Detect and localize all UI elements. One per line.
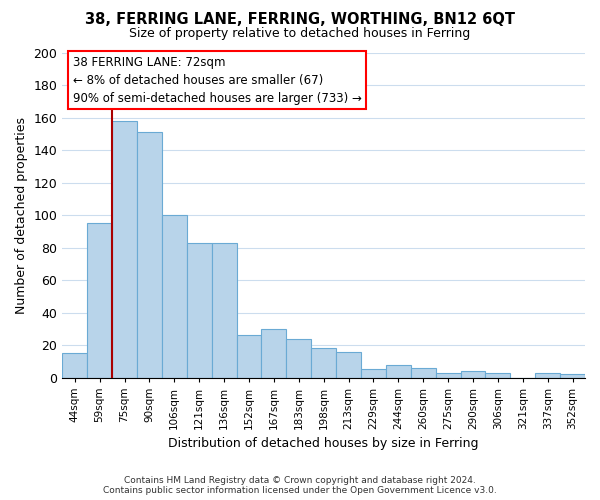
Bar <box>311 348 336 378</box>
Bar <box>535 372 560 378</box>
Text: 38 FERRING LANE: 72sqm
← 8% of detached houses are smaller (67)
90% of semi-deta: 38 FERRING LANE: 72sqm ← 8% of detached … <box>73 56 362 105</box>
Bar <box>386 364 411 378</box>
Bar <box>212 242 236 378</box>
Bar <box>62 353 87 378</box>
Bar <box>336 352 361 378</box>
Text: Size of property relative to detached houses in Ferring: Size of property relative to detached ho… <box>130 28 470 40</box>
Bar <box>236 336 262 378</box>
Text: 38, FERRING LANE, FERRING, WORTHING, BN12 6QT: 38, FERRING LANE, FERRING, WORTHING, BN1… <box>85 12 515 28</box>
Bar <box>162 215 187 378</box>
Bar <box>436 372 461 378</box>
Bar <box>461 371 485 378</box>
Bar <box>112 121 137 378</box>
Bar <box>286 338 311 378</box>
Bar <box>361 370 386 378</box>
Bar <box>262 329 286 378</box>
Text: Contains HM Land Registry data © Crown copyright and database right 2024.
Contai: Contains HM Land Registry data © Crown c… <box>103 476 497 495</box>
Bar <box>187 242 212 378</box>
Bar <box>560 374 585 378</box>
Bar <box>87 223 112 378</box>
Bar <box>485 372 511 378</box>
X-axis label: Distribution of detached houses by size in Ferring: Distribution of detached houses by size … <box>169 437 479 450</box>
Bar <box>137 132 162 378</box>
Bar <box>411 368 436 378</box>
Y-axis label: Number of detached properties: Number of detached properties <box>15 116 28 314</box>
